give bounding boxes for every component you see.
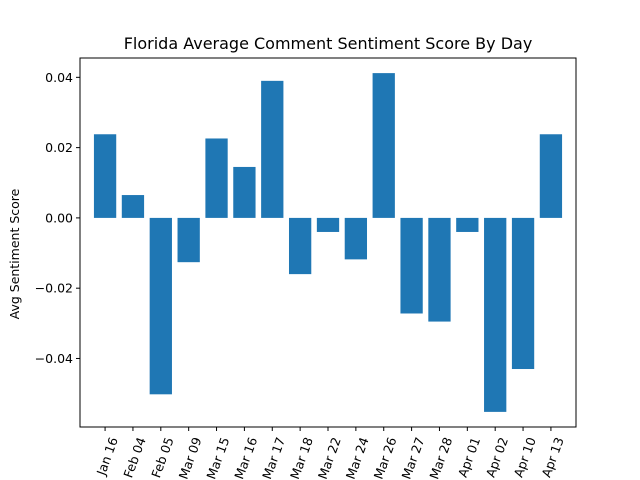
x-tick-label: Apr 01 [455, 435, 483, 479]
y-tick-label: 0.00 [45, 210, 73, 225]
x-tick-label: Apr 02 [483, 435, 511, 479]
y-axis: −0.04 −0.02 0.00 0.02 0.04 [35, 70, 80, 366]
x-tick-label: Mar 22 [315, 435, 344, 480]
bar-mar-27 [400, 217, 423, 314]
x-tick-label: Mar 24 [343, 435, 372, 480]
chart-title: Florida Average Comment Sentiment Score … [124, 34, 533, 53]
x-tick-label: Feb 05 [148, 435, 176, 480]
bar-mar-18 [288, 217, 312, 275]
bar-jan-16 [93, 134, 117, 218]
x-tick-label: Mar 26 [371, 435, 400, 480]
bar-apr-10 [511, 217, 535, 370]
bar-apr-02 [484, 217, 507, 412]
x-tick-label: Feb 04 [120, 435, 148, 480]
bar-mar-15 [205, 138, 228, 218]
x-tick-label: Mar 15 [203, 435, 232, 480]
x-tick-label: Mar 16 [231, 435, 260, 480]
bar-mar-28 [428, 217, 451, 322]
bar-mar-16 [233, 166, 256, 218]
bar-feb-05 [149, 217, 172, 395]
x-tick-label: Mar 18 [287, 435, 316, 480]
x-tick-label: Mar 09 [176, 435, 205, 480]
y-axis-label: Avg Sentiment Score [7, 188, 22, 319]
bar-apr-13 [539, 134, 563, 218]
bar-mar-09 [177, 217, 200, 263]
y-tick-label: 0.04 [45, 70, 73, 85]
y-tick-label: −0.02 [35, 281, 73, 296]
x-tick-label: Jan 16 [93, 435, 121, 478]
plot-frame [79, 57, 577, 428]
x-tick-label: Mar 28 [426, 435, 455, 480]
bars-group [93, 73, 563, 412]
x-tick-label: Apr 13 [538, 435, 566, 479]
bar-mar-22 [316, 217, 340, 232]
y-tick-label: −0.04 [35, 351, 73, 366]
bar-mar-26 [372, 73, 395, 218]
bar-mar-17 [261, 80, 284, 218]
bar-mar-24 [344, 217, 368, 260]
x-tick-label: Mar 27 [398, 435, 427, 480]
x-tick-label: Apr 10 [511, 435, 539, 479]
bar-apr-01 [456, 217, 479, 232]
y-tick-label: 0.02 [45, 140, 73, 155]
x-tick-label: Mar 17 [259, 435, 288, 480]
bar-feb-04 [121, 195, 145, 218]
